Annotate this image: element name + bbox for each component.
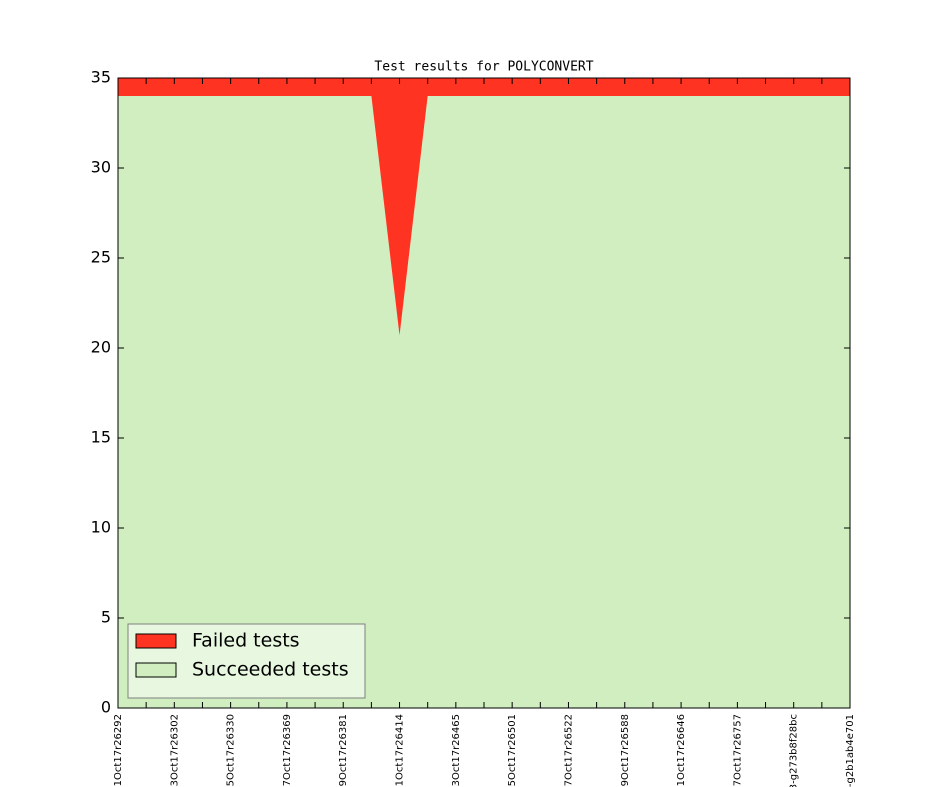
legend: Failed tests Succeeded tests bbox=[127, 623, 366, 699]
legend-label: Succeeded tests bbox=[192, 659, 349, 681]
x-tick-label: 3Oct17r26302 bbox=[169, 714, 180, 786]
x-tick-label: 1Oct17r26646 bbox=[676, 714, 687, 786]
x-tick-label: 9Oct17r26381 bbox=[338, 714, 349, 786]
x-tick-label: 7Oct17r26757 bbox=[732, 714, 743, 786]
x-tick-label: 1Oct17r26292 bbox=[113, 714, 124, 786]
y-tick-label: 5 bbox=[101, 608, 111, 627]
y-tick-label: 35 bbox=[91, 68, 111, 87]
y-tick-label: 30 bbox=[91, 158, 111, 177]
y-tick-label: 10 bbox=[91, 518, 111, 537]
area bbox=[118, 96, 850, 708]
x-tick-label: 1Oct17r26414 bbox=[395, 714, 406, 786]
x-tick-label: 3Oct17r26465 bbox=[451, 714, 462, 786]
y-tick-label: 0 bbox=[101, 698, 111, 717]
legend-label: Failed tests bbox=[192, 630, 300, 652]
x-tick-label: 5Oct17r26330 bbox=[226, 714, 237, 786]
y-tick-label: 15 bbox=[91, 428, 111, 447]
chart-title: Test results for POLYCONVERT bbox=[374, 60, 593, 75]
y-tick-label: 25 bbox=[91, 248, 111, 267]
x-tick-label: 3-g273b8f28bc bbox=[789, 714, 800, 787]
x-tick-label: 7Oct17r26522 bbox=[563, 714, 574, 786]
legend-swatch bbox=[135, 662, 177, 678]
x-tick-label: 7Oct17r26369 bbox=[282, 714, 293, 786]
legend-swatch bbox=[135, 633, 177, 649]
x-tick-label: -g2b1ab4e701 bbox=[845, 714, 856, 787]
x-tick-label: 9Oct17r26588 bbox=[620, 714, 631, 786]
x-tick-label: 5Oct17r26501 bbox=[507, 714, 518, 786]
y-tick-label: 20 bbox=[91, 338, 111, 357]
